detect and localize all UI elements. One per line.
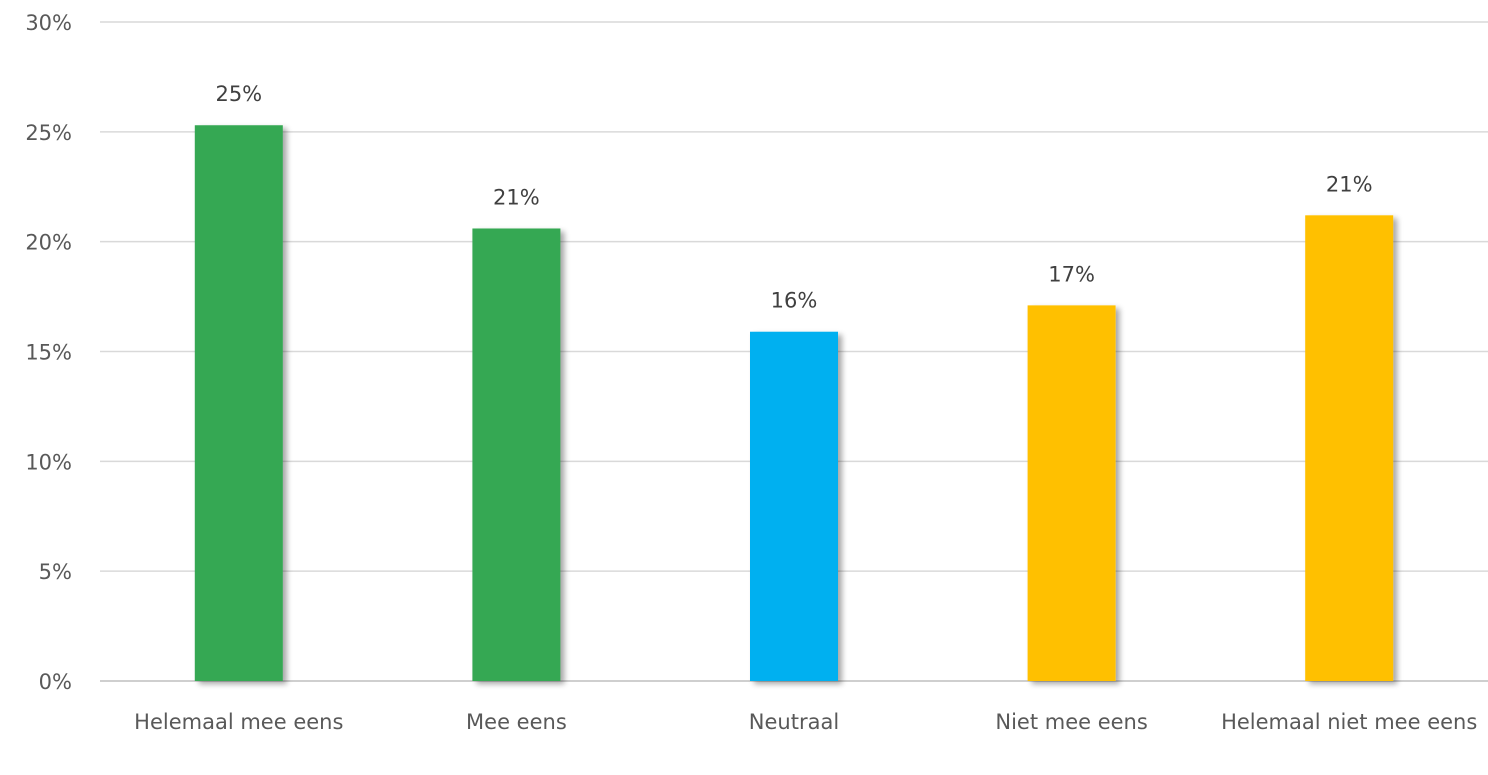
y-axis: 0% 5% 10% 15% 20% 25% 30% [25,11,72,694]
data-label: 25% [215,82,262,106]
data-label: 21% [493,185,540,209]
bar [1027,305,1116,681]
category-label: Neutraal [749,710,839,734]
bar [472,228,561,681]
bar [750,331,838,681]
data-label: 17% [1048,262,1095,286]
y-tick-label: 20% [25,231,72,255]
data-labels: 25% 21% 16% 17% 21% [215,82,1372,312]
y-tick-label: 0% [39,670,72,694]
category-label: Niet mee eens [995,710,1147,734]
category-label: Helemaal niet mee eens [1221,710,1477,734]
y-tick-label: 30% [25,11,72,35]
y-tick-label: 10% [25,450,72,474]
data-label: 21% [1326,172,1373,196]
bar [1305,215,1394,681]
category-label: Mee eens [466,710,567,734]
y-tick-label: 15% [25,341,72,365]
x-axis: Helemaal mee eens Mee eens Neutraal Niet me… [134,710,1477,734]
bars [194,125,1394,681]
category-label: Helemaal mee eens [134,710,343,734]
y-tick-label: 25% [25,121,72,145]
data-label: 16% [771,289,818,313]
y-tick-label: 5% [39,560,72,584]
bar [194,125,283,681]
